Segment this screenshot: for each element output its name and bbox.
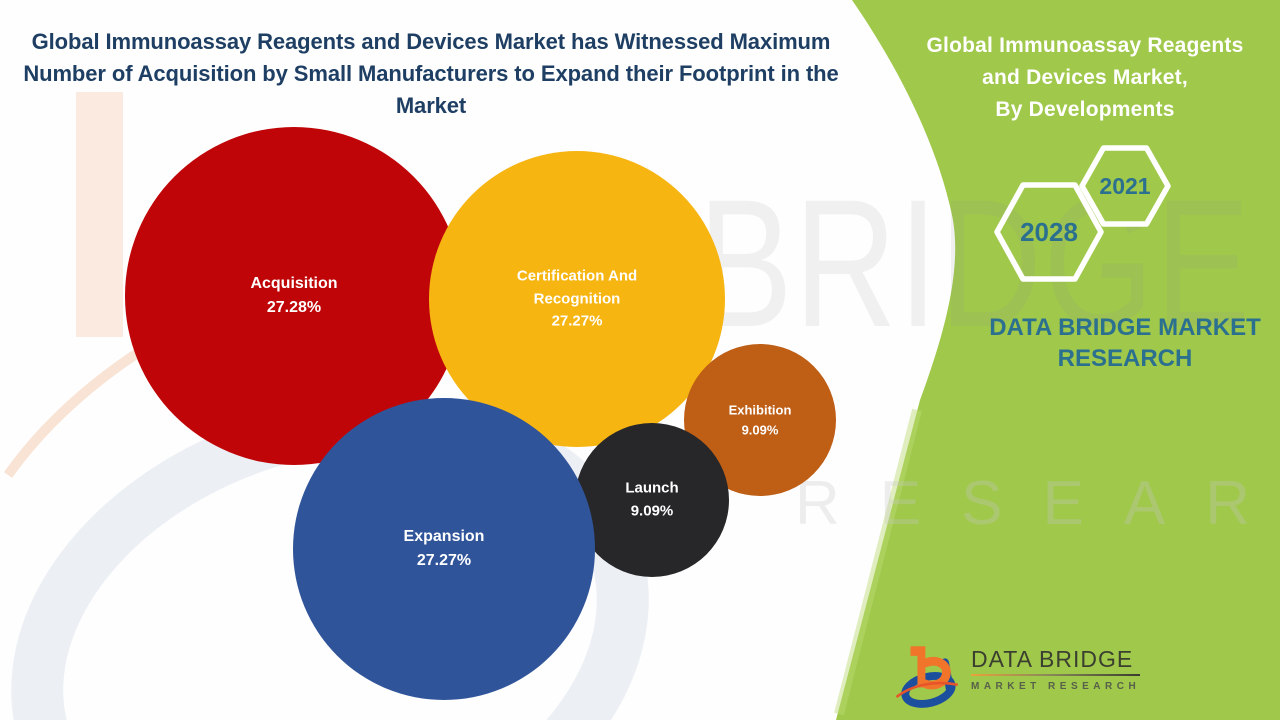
- chart-title-line-2: Number of Acquisition by Small Manufactu…: [23, 61, 839, 86]
- bubble-launch: [575, 423, 729, 577]
- company-logo-name: DATA BRIDGE: [971, 646, 1134, 672]
- logo-orange-b-stem: [910, 646, 926, 688]
- company-logo-underline: [971, 674, 1141, 676]
- hexagon-2028-year: 2028: [1020, 217, 1078, 247]
- company-logo: DATA BRIDGE MARKET RESEARCH: [893, 639, 1141, 713]
- panel-title-line-1: Global Immunoassay Reagents: [926, 34, 1244, 57]
- logo-orange-b-bowl: [921, 656, 951, 690]
- bubble-expansion: [293, 398, 595, 700]
- bubble-acquisition: [125, 127, 463, 465]
- hexagon-2021: [1079, 145, 1171, 227]
- watermark-logo-stem: [76, 92, 123, 337]
- hexagon-2021-year: 2021: [1099, 173, 1150, 199]
- panel-title-line-3: By Developments: [995, 98, 1175, 121]
- panel-title: Global Immunoassay Reagents and Devices …: [905, 30, 1265, 126]
- chart-title: Global Immunoassay Reagents and Devices …: [0, 26, 862, 122]
- green-panel-fold-highlight: [834, 408, 922, 716]
- brand-text-line-1: DATA BRIDGE MARKET: [989, 314, 1261, 341]
- hexagon-2028: [994, 182, 1104, 282]
- brand-text-line-2: RESEARCH: [1057, 345, 1193, 372]
- company-logo-icon: [895, 646, 958, 708]
- brand-text: DATA BRIDGE MARKET RESEARCH: [960, 312, 1280, 374]
- bubble-certification-and-recognition: [429, 151, 725, 447]
- bubble-exhibition: [684, 344, 836, 496]
- chart-title-line-3: Market: [395, 93, 467, 118]
- logo-orange-swoosh: [895, 681, 958, 699]
- company-logo-text: DATA BRIDGE MARKET RESEARCH: [971, 646, 1141, 692]
- chart-title-line-1: Global Immunoassay Reagents and Devices …: [31, 29, 831, 54]
- panel-title-line-2: and Devices Market,: [982, 66, 1188, 89]
- green-panel-shape: [836, 0, 1280, 720]
- company-logo-subtitle: MARKET RESEARCH: [971, 681, 1141, 692]
